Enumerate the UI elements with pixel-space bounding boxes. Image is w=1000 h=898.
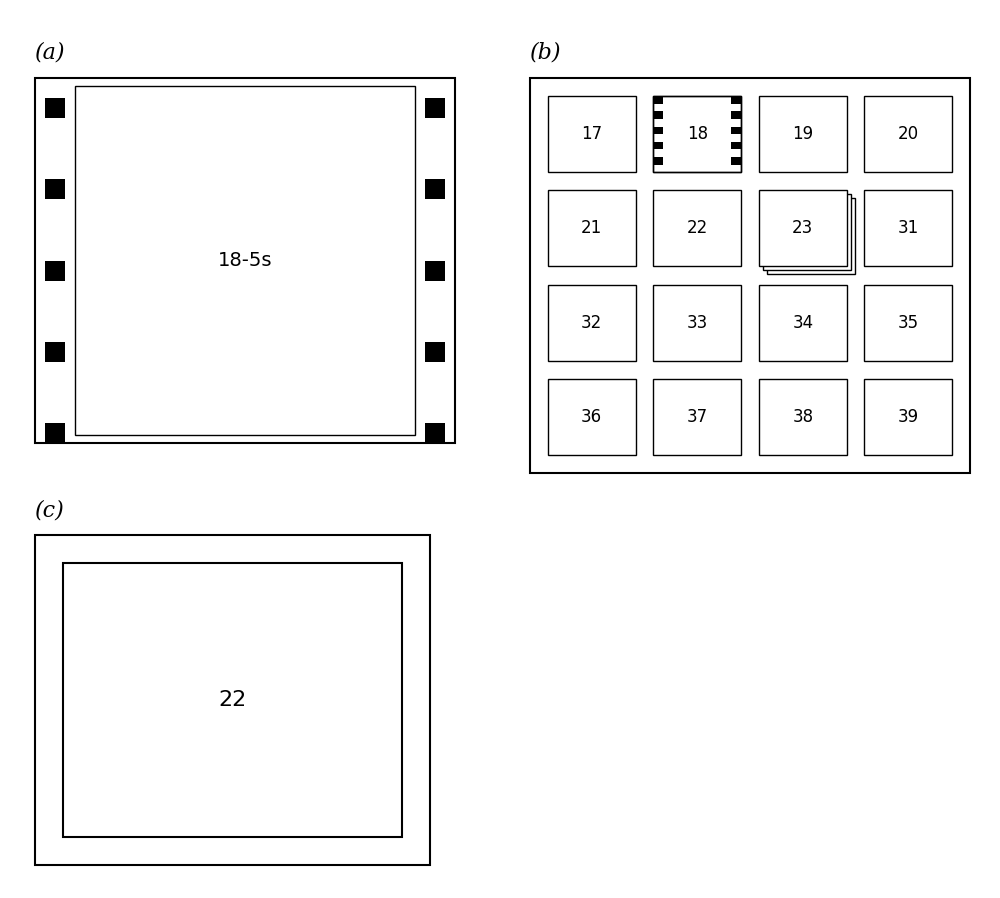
- Text: 17: 17: [581, 125, 602, 143]
- Bar: [731, 96, 741, 104]
- Bar: [763, 194, 851, 270]
- Bar: [653, 190, 741, 267]
- Text: 33: 33: [687, 313, 708, 331]
- Bar: [759, 379, 847, 454]
- Bar: [864, 379, 952, 454]
- Bar: [425, 180, 445, 199]
- Bar: [731, 142, 741, 149]
- Bar: [653, 285, 741, 361]
- Bar: [864, 190, 952, 267]
- Bar: [653, 142, 663, 149]
- Bar: [731, 157, 741, 164]
- Bar: [45, 180, 65, 199]
- Text: 18: 18: [687, 125, 708, 143]
- Bar: [653, 127, 663, 134]
- Text: 22: 22: [687, 219, 708, 237]
- Bar: [75, 86, 415, 435]
- Bar: [548, 379, 636, 454]
- Text: 31: 31: [898, 219, 919, 237]
- Bar: [759, 96, 847, 172]
- Text: 20: 20: [898, 125, 919, 143]
- Text: 22: 22: [218, 690, 247, 710]
- Bar: [864, 96, 952, 172]
- Text: 23: 23: [792, 219, 813, 237]
- Bar: [45, 423, 65, 443]
- Text: 36: 36: [581, 408, 602, 426]
- Bar: [864, 285, 952, 361]
- Bar: [731, 111, 741, 119]
- Text: 37: 37: [687, 408, 708, 426]
- Bar: [653, 111, 663, 119]
- Bar: [731, 127, 741, 134]
- Bar: [548, 285, 636, 361]
- Bar: [759, 190, 847, 267]
- Bar: [425, 342, 445, 362]
- Text: 21: 21: [581, 219, 602, 237]
- Bar: [548, 190, 636, 267]
- Text: 35: 35: [898, 313, 919, 331]
- Bar: [759, 285, 847, 361]
- Bar: [35, 78, 455, 443]
- Bar: [63, 563, 402, 837]
- Text: (a): (a): [35, 41, 66, 63]
- Bar: [35, 535, 430, 865]
- Bar: [530, 78, 970, 473]
- Bar: [425, 423, 445, 443]
- Bar: [653, 96, 741, 172]
- Bar: [767, 198, 855, 275]
- Bar: [45, 342, 65, 362]
- Text: (b): (b): [530, 41, 562, 63]
- Bar: [425, 260, 445, 280]
- Text: 32: 32: [581, 313, 602, 331]
- Bar: [653, 96, 741, 172]
- Bar: [548, 96, 636, 172]
- Bar: [653, 96, 663, 104]
- Text: (c): (c): [35, 499, 65, 521]
- Text: 39: 39: [898, 408, 919, 426]
- Text: 34: 34: [792, 313, 813, 331]
- Bar: [653, 157, 663, 164]
- Text: 19: 19: [792, 125, 813, 143]
- Bar: [45, 98, 65, 118]
- Bar: [653, 379, 741, 454]
- Text: 18-5s: 18-5s: [218, 251, 272, 270]
- Text: 38: 38: [792, 408, 813, 426]
- Bar: [45, 260, 65, 280]
- Bar: [425, 98, 445, 118]
